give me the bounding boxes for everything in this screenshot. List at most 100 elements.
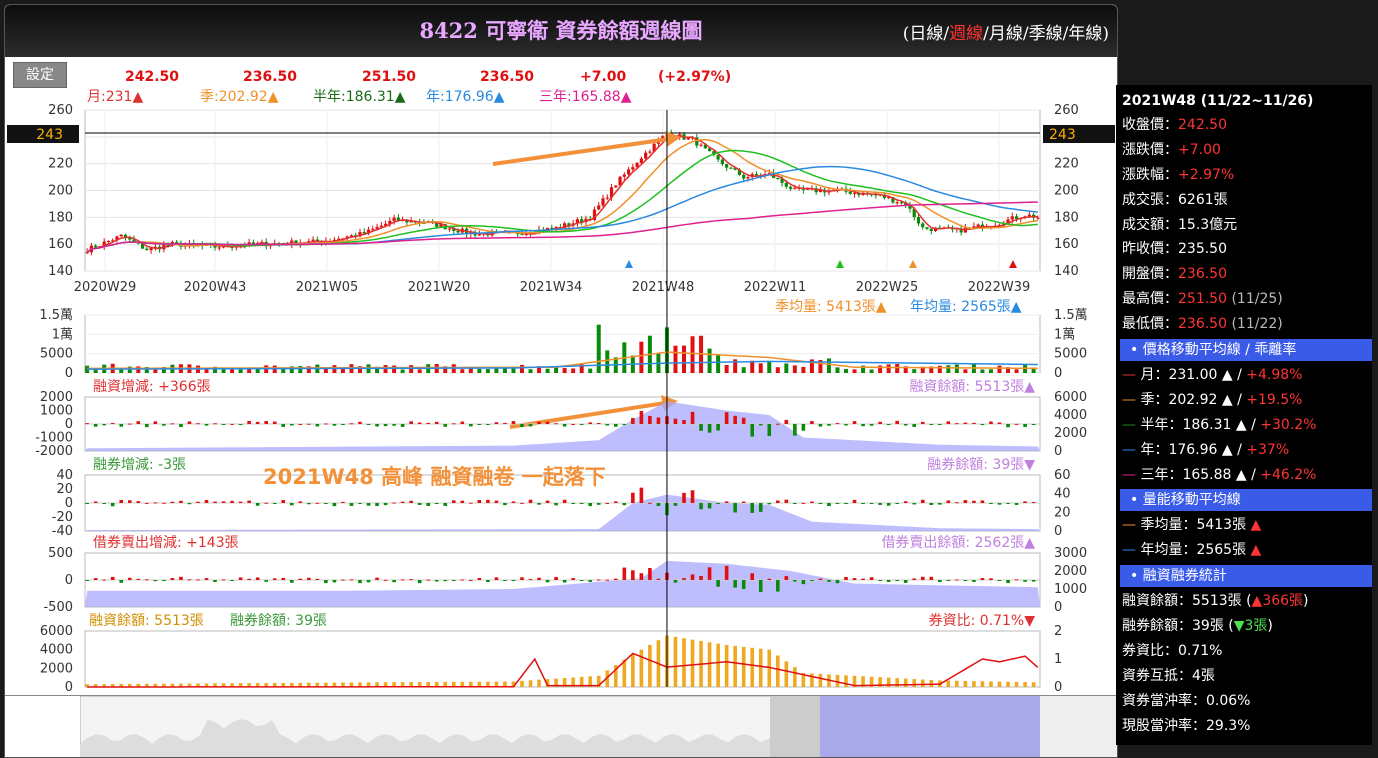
- change-bar: [230, 500, 234, 503]
- change-bar: [997, 580, 1002, 581]
- change-bar: [793, 580, 797, 582]
- candle-body: [635, 162, 639, 168]
- ma-text: 半年：186.31 ▲ /: [1140, 416, 1261, 433]
- candle-body: [1036, 217, 1040, 219]
- period-season[interactable]: 季線: [1028, 24, 1063, 44]
- change-bar: [196, 423, 200, 425]
- candle-body: [699, 144, 703, 146]
- change-bar: [272, 421, 277, 424]
- candle-body: [720, 159, 724, 165]
- ma-legend-label: 季:202.92▲: [200, 89, 279, 105]
- change-bar: [827, 503, 831, 507]
- y-tick-label: -500: [43, 600, 73, 615]
- candle-body: [145, 248, 149, 251]
- change-bar: [554, 423, 558, 425]
- change-bar: [989, 578, 993, 580]
- change-bar: [724, 412, 729, 424]
- volume-bar: [255, 368, 260, 373]
- change-bar: [272, 503, 277, 504]
- change-bar: [247, 578, 251, 580]
- y-tick-label: 220: [48, 157, 73, 172]
- info-value: 15.3億元: [1178, 216, 1238, 233]
- info-value: 242.50: [1178, 117, 1227, 133]
- margin-balance-bar: [912, 679, 917, 687]
- change-bar: [733, 503, 737, 513]
- navigator[interactable]: [5, 695, 1117, 758]
- y-tick-label: 20: [56, 482, 73, 497]
- candle-body: [520, 234, 524, 236]
- candle-body: [230, 246, 234, 248]
- y-tick-label-right: 40: [1054, 487, 1071, 502]
- change-bar: [341, 579, 345, 581]
- bottom-short-label: 融券餘額: 39張: [230, 612, 327, 629]
- volume-bar: [741, 367, 746, 373]
- margin-balance-bar: [486, 681, 490, 687]
- change-bar: [571, 503, 575, 504]
- margin-balance-bar: [588, 676, 593, 687]
- ma-row: — 年：176.96 ▲ / +37%: [1116, 438, 1372, 463]
- change-bar: [426, 422, 431, 424]
- candle-body: [111, 240, 115, 242]
- ma-legend-label: 三年:165.88▲: [539, 89, 632, 105]
- change-bar: [187, 503, 192, 505]
- candle-body: [85, 252, 89, 254]
- change-bar: [187, 421, 192, 424]
- margin-balance-bar: [110, 684, 115, 687]
- volume-bar: [929, 366, 934, 373]
- change-bar: [503, 580, 507, 581]
- change-bar: [1006, 424, 1010, 428]
- margin-balance-bar: [451, 681, 456, 687]
- change-bar: [912, 503, 917, 505]
- panel-left-label: 融資增減: +366張: [93, 378, 211, 395]
- margin-text: 券資比：0.71%: [1122, 643, 1223, 660]
- candle-body: [119, 234, 123, 237]
- change-bar: [400, 501, 405, 503]
- period-day[interactable]: 日線: [909, 24, 944, 44]
- change-bar: [656, 503, 661, 506]
- change-bar: [102, 503, 106, 504]
- margin-balance-bar: [605, 670, 610, 687]
- change-bar: [332, 580, 337, 583]
- margin-row: 融券餘額：39張 (▼3張): [1116, 614, 1372, 639]
- volume-bar: [937, 365, 942, 373]
- settings-button[interactable]: 設定: [13, 62, 67, 88]
- margin-balance-bar: [93, 684, 98, 687]
- change-bar: [494, 422, 499, 424]
- change-bar: [136, 578, 141, 580]
- change-bar: [127, 423, 132, 425]
- vol-row: — 季均量：5413張 ▲: [1116, 513, 1372, 538]
- margin-balance-bar: [477, 681, 482, 687]
- change-bar: [699, 575, 703, 580]
- y-tick-label-right: 0: [1054, 524, 1062, 539]
- annotation-text: 2021W48 高峰 融資融卷 一起落下: [263, 465, 606, 489]
- vol-row: — 年均量：2565張 ▲: [1116, 538, 1372, 563]
- period-month[interactable]: 月線: [988, 24, 1023, 44]
- change-bar: [93, 424, 98, 427]
- change-bar: [920, 421, 925, 424]
- candle-body: [366, 229, 371, 234]
- margin-balance-bar: [255, 683, 260, 687]
- change-bar: [869, 577, 874, 580]
- margin-balance-bar: [596, 675, 601, 687]
- margin-balance-bar: [750, 647, 755, 687]
- change-bar: [93, 501, 98, 503]
- change-bar: [946, 421, 951, 424]
- margin-balance-bar: [238, 683, 243, 687]
- info-label: 最高價：: [1122, 291, 1178, 308]
- candle-body: [337, 238, 341, 240]
- crosshair-box: [1043, 125, 1115, 143]
- candle-body: [1010, 216, 1014, 220]
- margin-balance-bar: [119, 683, 124, 687]
- period-week[interactable]: 週線: [949, 24, 984, 44]
- change-bar: [136, 501, 141, 503]
- volume-bar: [375, 366, 380, 373]
- margin-balance-bar: [852, 675, 857, 687]
- margin-balance-bar: [861, 676, 865, 687]
- info-value: +7.00: [1178, 141, 1221, 158]
- change-bar: [400, 579, 405, 581]
- change-bar: [588, 580, 593, 582]
- period-year[interactable]: 年線: [1068, 24, 1103, 44]
- vol-dash: —: [1122, 517, 1141, 534]
- candle-body: [712, 151, 716, 155]
- margin-balance-bar: [170, 683, 175, 687]
